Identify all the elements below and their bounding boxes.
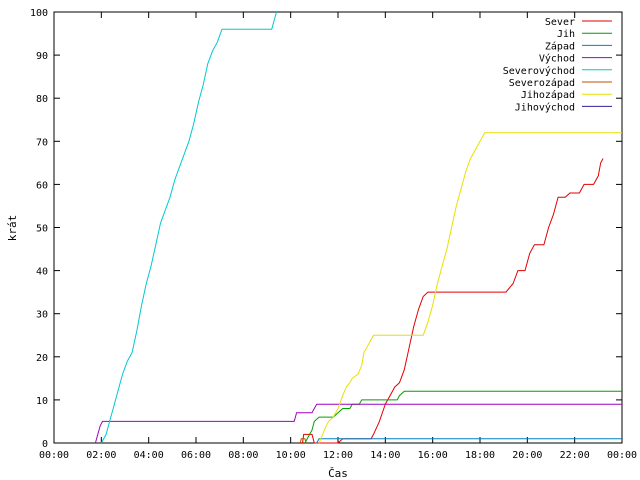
y-tick-label: 40: [36, 267, 48, 278]
series-line-Západ: [316, 438, 622, 444]
x-tick-label: 22:00: [560, 450, 590, 461]
x-tick-label: 12:00: [323, 450, 353, 461]
legend-label: Jihozápad: [521, 89, 575, 101]
y-tick-label: 10: [36, 396, 48, 407]
series-line-Sever: [302, 158, 604, 444]
legend-label: Jihovýchod: [515, 101, 575, 113]
y-tick-label: 60: [36, 180, 48, 191]
x-tick-label: 00:00: [607, 450, 637, 461]
x-tick-label: 18:00: [465, 450, 495, 461]
y-axis: 0 10 20 30 40 50 60 70 80 90 100: [30, 8, 622, 450]
series-line-Severozápad: [299, 438, 307, 444]
series-layer: [94, 11, 622, 444]
series-line-Severovýchod: [100, 11, 277, 444]
y-tick-label: 70: [36, 137, 48, 148]
legend-label: Sever: [545, 17, 575, 28]
x-tick-label: 06:00: [181, 450, 211, 461]
legend-label: Západ: [545, 40, 575, 52]
y-tick-label: 20: [36, 353, 48, 364]
legend-label: Jih: [557, 29, 575, 40]
legend-label: Severovýchod: [503, 65, 575, 77]
x-axis: 00:00 02:00 04:00 06:00 08:00 10:00 12:00 14:00…: [39, 12, 637, 461]
y-tick-label: 80: [36, 94, 48, 105]
x-tick-label: 00:00: [39, 450, 69, 461]
x-tick-label: 10:00: [276, 450, 306, 461]
series-line-Jih: [304, 390, 622, 444]
y-tick-label: 90: [36, 51, 48, 62]
legend-label: Východ: [539, 53, 575, 65]
x-tick-label: 04:00: [134, 450, 164, 461]
x-tick-label: 14:00: [370, 450, 400, 461]
series-line-Východ: [94, 403, 622, 444]
legend: SeverJihZápadVýchodSeverovýchodSeverozáp…: [503, 17, 612, 113]
x-axis-title: Čas: [328, 467, 348, 480]
y-axis-title: krát: [6, 215, 19, 242]
y-tick-label: 50: [36, 224, 48, 235]
y-tick-label: 0: [42, 439, 48, 450]
x-tick-label: 20:00: [512, 450, 542, 461]
y-tick-label: 100: [30, 8, 48, 19]
legend-label: Severozápad: [509, 77, 575, 89]
y-tick-label: 30: [36, 310, 48, 321]
series-line-Jihozápad: [318, 132, 622, 444]
x-tick-label: 02:00: [86, 450, 116, 461]
x-tick-label: 08:00: [228, 450, 258, 461]
x-tick-label: 16:00: [418, 450, 448, 461]
